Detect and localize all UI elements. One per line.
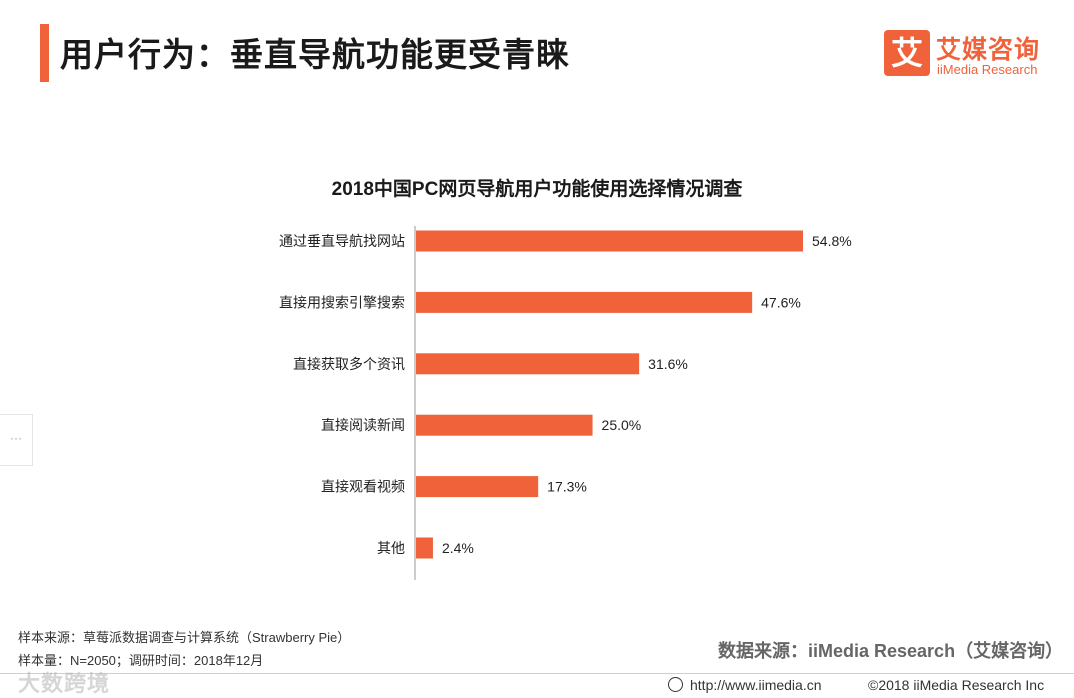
page-title: 用户行为：垂直导航功能更受青睐: [60, 36, 570, 73]
data-label: 47.6%: [761, 294, 801, 310]
logo-name-cn: 艾媒咨询: [936, 36, 1041, 64]
sample-size-note: 样本量：N=2050；调研时间：2018年12月: [18, 653, 264, 668]
bar: [416, 353, 640, 375]
bar: [416, 230, 803, 252]
website-link[interactable]: http://www.iimedia.cn: [690, 677, 822, 693]
data-label: 2.4%: [442, 540, 474, 556]
category-label: 直接阅读新闻: [321, 417, 405, 433]
data-label: 54.8%: [812, 233, 852, 249]
bar: [416, 414, 593, 436]
bar: [416, 476, 539, 498]
logo-name-en: iiMedia Research: [937, 62, 1038, 77]
sample-source-note: 样本来源：草莓派数据调查与计算系统（Strawberry Pie）: [18, 630, 351, 645]
data-label: 25.0%: [602, 417, 642, 433]
brand-logo: 艾 艾媒咨询 iiMedia Research: [884, 30, 1064, 80]
watermark-text: 大数跨境: [18, 671, 111, 696]
category-label: 直接获取多个资讯: [293, 356, 405, 372]
bar: [416, 537, 433, 559]
data-source-note: 数据来源：iiMedia Research（艾媒咨询）: [718, 641, 1064, 661]
globe-icon: [668, 677, 683, 692]
category-label: 其他: [377, 540, 405, 556]
data-label: 31.6%: [648, 356, 688, 372]
data-label: 17.3%: [547, 479, 587, 495]
logo-mark: 艾: [884, 30, 930, 76]
chart-title: 2018中国PC网页导航用户功能使用选择情况调查: [331, 179, 743, 200]
side-tab-handle[interactable]: ···: [0, 414, 33, 466]
footer-divider: [0, 673, 1074, 674]
bar: [416, 291, 753, 313]
category-label: 直接用搜索引擎搜索: [279, 294, 405, 310]
copyright-text: ©2018 iiMedia Research Inc: [868, 677, 1045, 693]
category-label: 直接观看视频: [321, 479, 405, 495]
title-accent-bar: [40, 24, 49, 82]
category-label: 通过垂直导航找网站: [279, 233, 405, 249]
